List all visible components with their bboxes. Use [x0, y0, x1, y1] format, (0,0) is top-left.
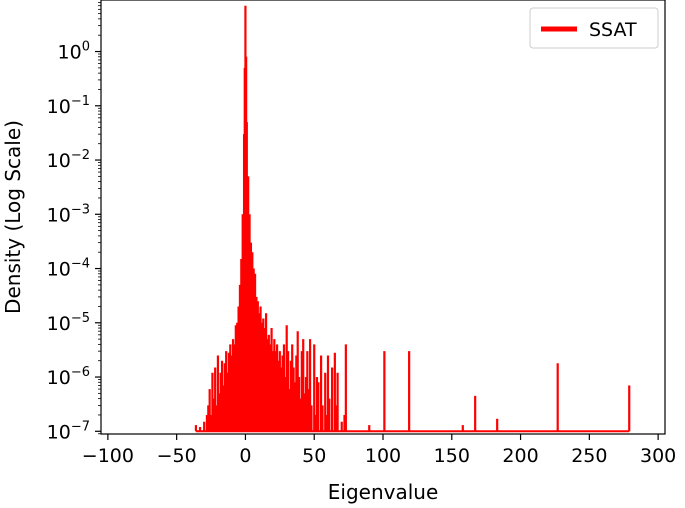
y-tick-label: 10−3	[47, 202, 90, 226]
y-tick-label: 10−4	[47, 257, 90, 281]
legend-box	[529, 7, 659, 49]
legend-label-ssat: SSAT	[589, 19, 637, 41]
x-tick-label: 0	[239, 445, 251, 467]
x-axis-ticks: −100 −50 0 50 100 150 200 250 300	[82, 434, 676, 467]
y-tick-label: 10−5	[47, 311, 90, 335]
y-tick-label: 100	[58, 40, 90, 64]
x-tick-label: 200	[502, 445, 538, 467]
y-tick-label: 10−6	[47, 365, 90, 389]
y-axis-label: Density (Log Scale)	[1, 120, 25, 314]
plot-frame	[100, 0, 666, 435]
x-tick-label: −100	[82, 445, 134, 467]
plot-background	[101, 0, 665, 434]
x-tick-label: 150	[434, 445, 470, 467]
x-tick-label: 300	[640, 445, 676, 467]
x-tick-label: −50	[157, 445, 197, 467]
y-tick-label: 10−2	[47, 148, 90, 172]
x-tick-label: 100	[365, 445, 401, 467]
y-axis-ticks: 100 10−1 10−2 10−3 10−4 10−5 10−6 10−7	[47, 2, 101, 443]
series-layer	[194, 5, 631, 433]
x-tick-label: 250	[571, 445, 607, 467]
legend: SSAT	[529, 7, 659, 49]
x-axis-label: Eigenvalue	[328, 480, 439, 504]
x-tick-label: 50	[302, 445, 326, 467]
y-tick-label: 10−7	[47, 419, 90, 443]
y-tick-label: 10−1	[47, 94, 90, 118]
